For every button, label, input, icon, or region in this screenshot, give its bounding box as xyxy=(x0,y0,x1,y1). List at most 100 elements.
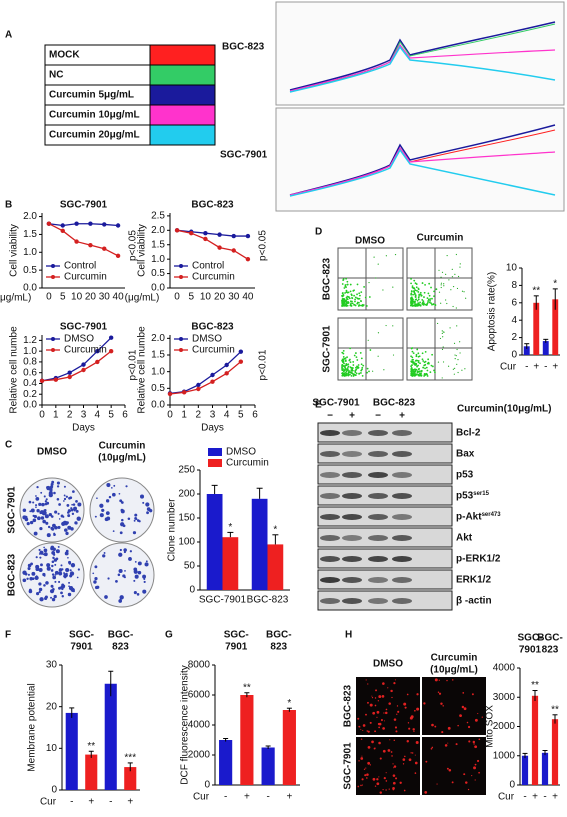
event xyxy=(413,287,416,290)
bar xyxy=(251,498,268,590)
event xyxy=(349,347,352,350)
event xyxy=(417,298,420,301)
event xyxy=(366,371,368,374)
x-tick-label: + xyxy=(532,792,538,803)
micrograph xyxy=(356,737,420,795)
signal xyxy=(360,728,362,730)
x-tick-label: 5 xyxy=(238,410,244,421)
significance: * xyxy=(553,279,557,290)
y-tick-label: 250 xyxy=(178,465,195,476)
event xyxy=(414,292,416,295)
event xyxy=(410,304,413,307)
event xyxy=(411,350,414,353)
event xyxy=(342,356,345,358)
event xyxy=(441,271,444,273)
signal xyxy=(361,784,364,786)
marker xyxy=(224,362,229,368)
colony xyxy=(134,560,137,563)
event xyxy=(429,371,432,374)
event xyxy=(411,285,414,288)
marker xyxy=(108,348,114,354)
colony xyxy=(133,591,137,595)
event xyxy=(454,354,456,356)
event xyxy=(346,356,348,359)
y-tick-label: 150 xyxy=(178,513,195,524)
y-tick-label: 2 xyxy=(511,332,517,343)
signal xyxy=(392,774,396,777)
colony xyxy=(96,497,98,500)
event xyxy=(422,360,425,362)
event xyxy=(454,358,456,360)
event xyxy=(361,305,364,307)
signal xyxy=(416,707,420,711)
column-header: Curcumin xyxy=(417,233,464,244)
colony xyxy=(134,513,138,517)
x-tick-label: SGC-7901 xyxy=(199,595,247,606)
group-label: 823 xyxy=(270,642,287,653)
signal xyxy=(366,773,369,776)
event xyxy=(394,253,397,256)
event xyxy=(365,305,368,307)
event xyxy=(341,363,344,366)
signal xyxy=(466,721,469,724)
signal xyxy=(382,682,385,685)
event xyxy=(410,293,413,296)
y-tick-label: 2.5 xyxy=(151,211,165,222)
marker xyxy=(74,221,79,226)
y-tick-label: 2.0 xyxy=(151,225,165,236)
x-tick-label: 6 xyxy=(122,410,128,421)
marker xyxy=(238,359,244,364)
marker xyxy=(39,378,45,383)
event xyxy=(349,373,351,376)
signal xyxy=(416,693,419,696)
colony xyxy=(107,577,110,580)
event xyxy=(421,298,424,301)
marker xyxy=(181,390,187,395)
legend-marker xyxy=(51,337,55,341)
signal xyxy=(374,704,377,707)
signal xyxy=(399,781,402,784)
band xyxy=(342,598,362,604)
marker xyxy=(238,349,244,354)
colony xyxy=(43,552,48,557)
colony xyxy=(37,516,41,521)
plate xyxy=(19,542,85,608)
group-label: 7901 xyxy=(70,642,93,653)
event xyxy=(344,292,346,294)
event xyxy=(416,299,419,302)
treatment: Curcumin(10μg/mL) xyxy=(457,404,551,415)
colony xyxy=(105,511,110,516)
marker xyxy=(81,362,86,367)
colony xyxy=(54,563,57,566)
signal xyxy=(451,679,454,681)
colony xyxy=(68,581,71,584)
event xyxy=(410,300,412,303)
event xyxy=(419,374,422,377)
marker xyxy=(95,348,100,354)
colony xyxy=(63,485,66,488)
event xyxy=(349,290,352,293)
band xyxy=(342,514,362,520)
colony xyxy=(46,485,51,491)
event xyxy=(345,303,347,305)
signal xyxy=(395,777,398,780)
colony xyxy=(60,585,64,589)
colony xyxy=(119,548,122,552)
row-header: SGC-7901 xyxy=(322,325,333,373)
event xyxy=(412,374,415,377)
colony xyxy=(52,547,56,551)
colony xyxy=(56,481,61,485)
colony xyxy=(50,569,54,572)
event xyxy=(418,293,421,296)
bar xyxy=(124,767,137,790)
y-axis-label: Membrane potential xyxy=(27,683,38,771)
colony xyxy=(54,580,57,583)
signal xyxy=(410,715,414,719)
cell-line: SGC-7901 xyxy=(220,150,268,161)
colony xyxy=(36,567,39,570)
legend-label: Curcumin xyxy=(226,458,269,469)
band xyxy=(368,451,388,457)
signal xyxy=(382,749,386,753)
micrograph xyxy=(422,677,486,735)
signal xyxy=(369,764,372,766)
